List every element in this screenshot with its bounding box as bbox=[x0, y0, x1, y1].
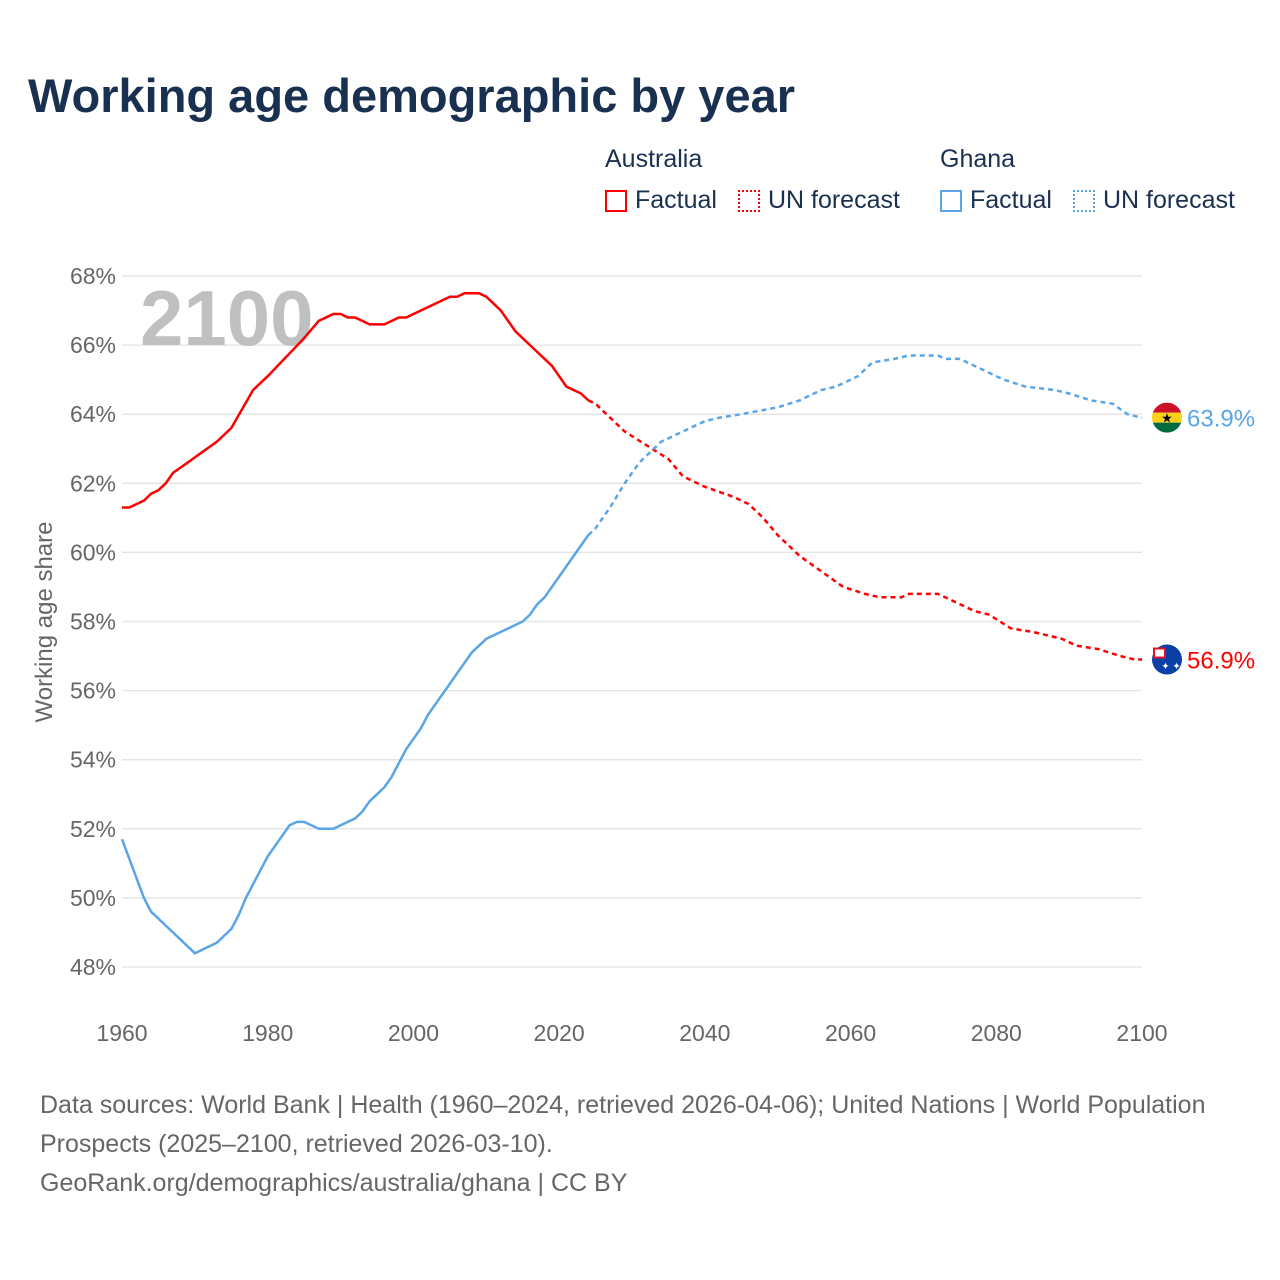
legend-australia-factual[interactable]: Factual bbox=[605, 186, 717, 215]
australia-flag-icon: ✦ ✦ bbox=[1152, 644, 1182, 675]
chart-title: Working age demographic by year bbox=[28, 69, 796, 122]
legend-ghana: Ghana Factual UN forecast bbox=[940, 145, 1249, 219]
legend-swatch-solid bbox=[605, 189, 627, 212]
ghana-forecast-line bbox=[587, 354, 1143, 537]
flag-stripe bbox=[1152, 402, 1182, 413]
x-tick-label: 1980 bbox=[242, 1020, 293, 1046]
x-tick-label: 2020 bbox=[534, 1020, 585, 1046]
legend-ghana-factual[interactable]: Factual bbox=[940, 186, 1052, 215]
ghana-flag-icon: ★ bbox=[1152, 402, 1182, 433]
legend-label: Factual bbox=[635, 186, 717, 214]
y-tick-label: 52% bbox=[70, 816, 116, 842]
legend-group-label: Ghana bbox=[940, 145, 1016, 173]
ghana-factual-line bbox=[120, 534, 590, 955]
legend-ghana-forecast[interactable]: UN forecast bbox=[1072, 186, 1235, 215]
source-link[interactable]: GeoRank.org/demographics/australia/ghana… bbox=[40, 1169, 628, 1197]
legend-australia-forecast[interactable]: UN forecast bbox=[737, 186, 900, 215]
y-tick-label: 60% bbox=[70, 539, 116, 565]
legend-label: UN forecast bbox=[767, 186, 900, 214]
x-tick-label: 2100 bbox=[1116, 1020, 1167, 1046]
footer: Data sources: World Bank | Health (1960–… bbox=[40, 1086, 1240, 1203]
data-sources: Data sources: World Bank | Health (1960–… bbox=[40, 1091, 1206, 1158]
flag-union bbox=[1153, 647, 1166, 659]
australia-factual-line bbox=[122, 292, 590, 509]
x-tick-label: 2080 bbox=[971, 1020, 1022, 1046]
legend-australia: Australia Factual UN forecast bbox=[605, 145, 914, 219]
legend-swatch-solid bbox=[940, 189, 962, 212]
y-tick-label: 48% bbox=[70, 954, 116, 980]
y-axis-label: Working age share bbox=[31, 522, 58, 723]
y-tick-label: 66% bbox=[70, 332, 116, 358]
x-tick-label: 2040 bbox=[679, 1020, 730, 1046]
x-tick-label: 1960 bbox=[96, 1020, 147, 1046]
y-tick-label: 64% bbox=[70, 401, 116, 427]
legend-label: Factual bbox=[970, 186, 1052, 214]
ghana-end-label: 63.9% bbox=[1187, 406, 1255, 433]
y-tick-label: 58% bbox=[70, 609, 116, 635]
flag-star: ★ bbox=[1161, 411, 1173, 426]
legend-swatch-dotted bbox=[737, 189, 760, 212]
legend-swatch-dotted bbox=[1072, 189, 1095, 212]
y-tick-label: 54% bbox=[70, 747, 116, 773]
y-tick-label: 68% bbox=[70, 263, 116, 289]
flag-stripe bbox=[1152, 412, 1182, 423]
y-tick-label: 62% bbox=[70, 470, 116, 496]
flag-stars: ✦ ✦ bbox=[1161, 662, 1181, 673]
y-tick-label: 56% bbox=[70, 678, 116, 704]
year-watermark: 2100 bbox=[140, 274, 314, 362]
australia-forecast-line bbox=[587, 399, 1142, 661]
flag-stripe bbox=[1152, 422, 1182, 433]
y-tick-label: 50% bbox=[70, 885, 116, 911]
x-tick-label: 2000 bbox=[388, 1020, 439, 1046]
australia-end-label: 56.9% bbox=[1187, 648, 1255, 675]
x-tick-label: 2060 bbox=[825, 1020, 876, 1046]
legend-label: UN forecast bbox=[1102, 186, 1235, 214]
legend-group-label: Australia bbox=[605, 145, 703, 173]
